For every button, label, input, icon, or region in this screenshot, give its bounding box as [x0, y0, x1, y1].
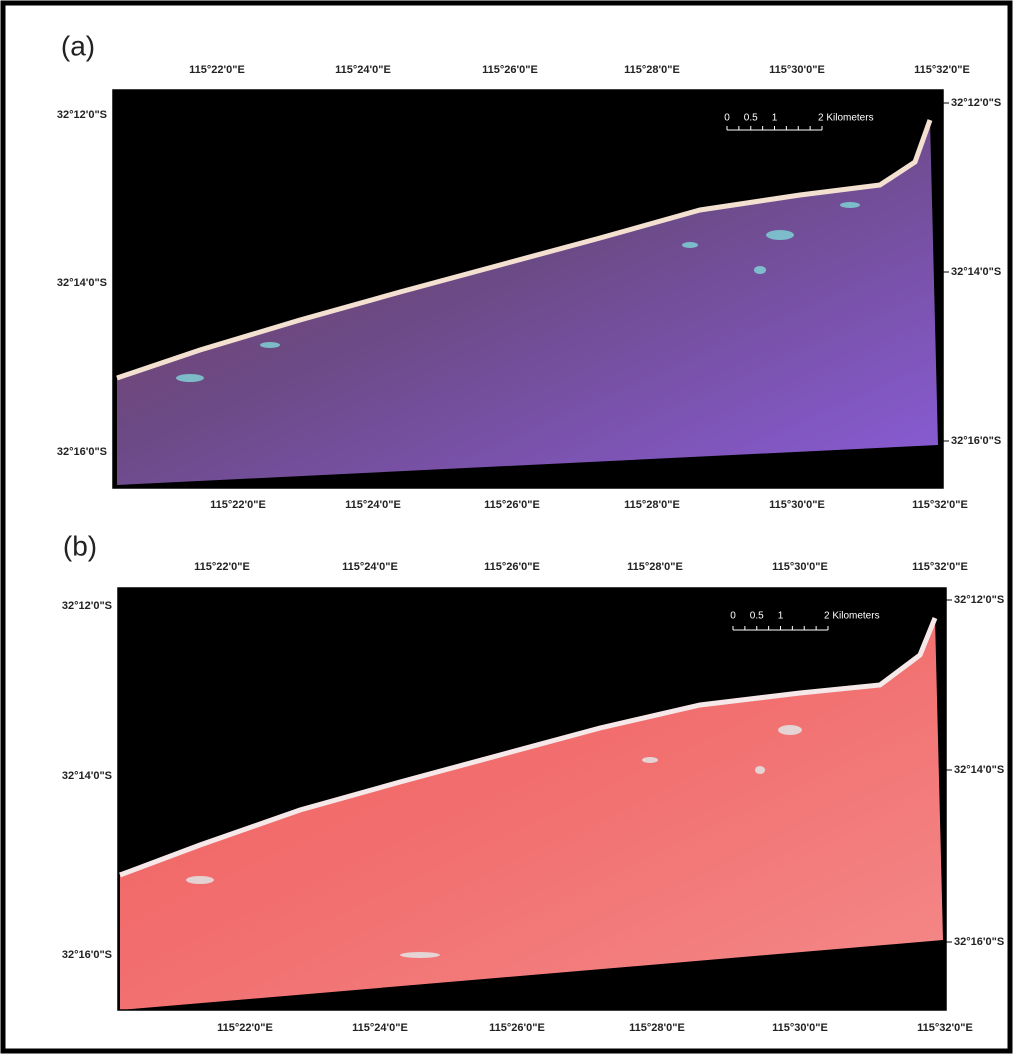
bottom-longitude: 115°28'0"E — [624, 499, 680, 511]
bottom-longitude: 115°26'0"E — [489, 1022, 545, 1034]
scale-label: 1 — [778, 611, 784, 622]
bottom-longitude: 115°30'0"E — [769, 499, 825, 511]
bottom-longitude: 115°32'0"E — [917, 1022, 973, 1034]
left-latitude: 32°14'0"S — [57, 277, 107, 289]
top-longitude: 115°30'0"E — [769, 64, 825, 76]
scale-label: 1 — [772, 113, 778, 124]
bottom-longitude: 115°22'0"E — [217, 1022, 273, 1034]
scale-label: 0 — [724, 113, 730, 124]
map-border — [117, 587, 947, 1011]
top-longitude: 115°26'0"E — [482, 64, 538, 76]
bottom-longitude: 115°24'0"E — [352, 1022, 408, 1034]
bottom-longitude: 115°30'0"E — [772, 1022, 828, 1034]
map-border — [112, 89, 944, 489]
sea — [120, 618, 943, 1010]
top-longitude: 115°24'0"E — [335, 64, 391, 76]
scale-label: 0.5 — [750, 611, 764, 622]
left-latitude: 32°14'0"S — [62, 770, 112, 782]
coastline — [116, 119, 933, 381]
scale-unit: 2 Kilometers — [818, 113, 874, 124]
top-longitude: 115°28'0"E — [624, 64, 680, 76]
right-latitude: 32°14'0"S — [951, 266, 1001, 278]
bottom-longitude: 115°24'0"E — [345, 499, 401, 511]
right-latitude: 32°12'0"S — [951, 97, 1001, 109]
top-longitude: 115°22'0"E — [194, 561, 250, 573]
left-latitude: 32°16'0"S — [62, 949, 112, 961]
top-longitude: 115°22'0"E — [189, 64, 245, 76]
bottom-longitude: 115°22'0"E — [210, 499, 266, 511]
bottom-longitude: 115°32'0"E — [912, 499, 968, 511]
panel-label: (a) — [61, 30, 95, 61]
coastline — [119, 617, 938, 878]
right-latitude: 32°12'0"S — [954, 594, 1004, 606]
right-latitude: 32°16'0"S — [951, 435, 1001, 447]
top-longitude: 115°32'0"E — [914, 64, 970, 76]
reef-patches — [186, 725, 802, 958]
sea — [117, 120, 938, 485]
left-latitude: 32°12'0"S — [62, 600, 112, 612]
left-latitude: 32°12'0"S — [57, 109, 107, 121]
bottom-longitude: 115°26'0"E — [484, 499, 540, 511]
top-longitude: 115°32'0"E — [912, 561, 968, 573]
top-longitude: 115°24'0"E — [342, 561, 398, 573]
panel-label: (b) — [63, 530, 97, 561]
left-latitude: 32°16'0"S — [57, 446, 107, 458]
bottom-longitude: 115°28'0"E — [629, 1022, 685, 1034]
scale-label: 0.5 — [744, 113, 758, 124]
reef-patches — [176, 202, 860, 382]
top-longitude: 115°26'0"E — [484, 561, 540, 573]
right-latitude: 32°14'0"S — [954, 764, 1004, 776]
scale-unit: 2 Kilometers — [824, 611, 880, 622]
scale-label: 0 — [730, 611, 736, 622]
top-longitude: 115°28'0"E — [627, 561, 683, 573]
top-longitude: 115°30'0"E — [772, 561, 828, 573]
right-latitude: 32°16'0"S — [954, 936, 1004, 948]
